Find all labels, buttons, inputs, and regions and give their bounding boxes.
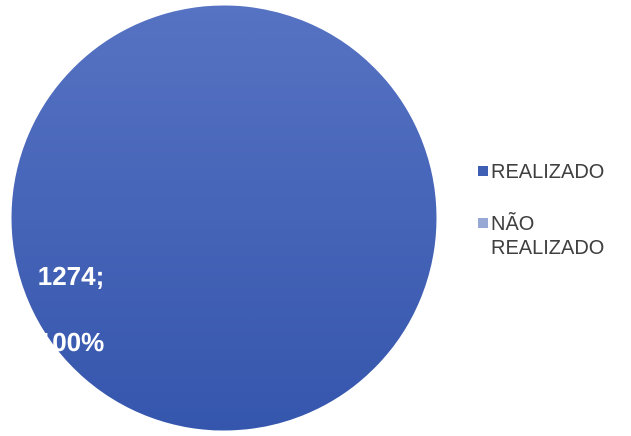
data-label-percent: 100%: [38, 327, 105, 357]
legend-swatch-realizado: [478, 166, 488, 176]
pie-slice-realizado: [10, 4, 438, 432]
legend-item-realizado: REALIZADO: [478, 160, 628, 184]
data-label-value: 1274;: [38, 261, 105, 291]
legend-label-nao-realizado: NÃO REALIZADO: [491, 213, 605, 259]
chart-legend: REALIZADO NÃO REALIZADO: [478, 160, 628, 288]
data-label-realizado: 1274; 100%: [38, 261, 105, 357]
legend-swatch-nao-realizado: [478, 218, 488, 228]
legend-item-nao-realizado: NÃO REALIZADO: [478, 212, 628, 260]
legend-label-realizado: REALIZADO: [491, 161, 605, 183]
